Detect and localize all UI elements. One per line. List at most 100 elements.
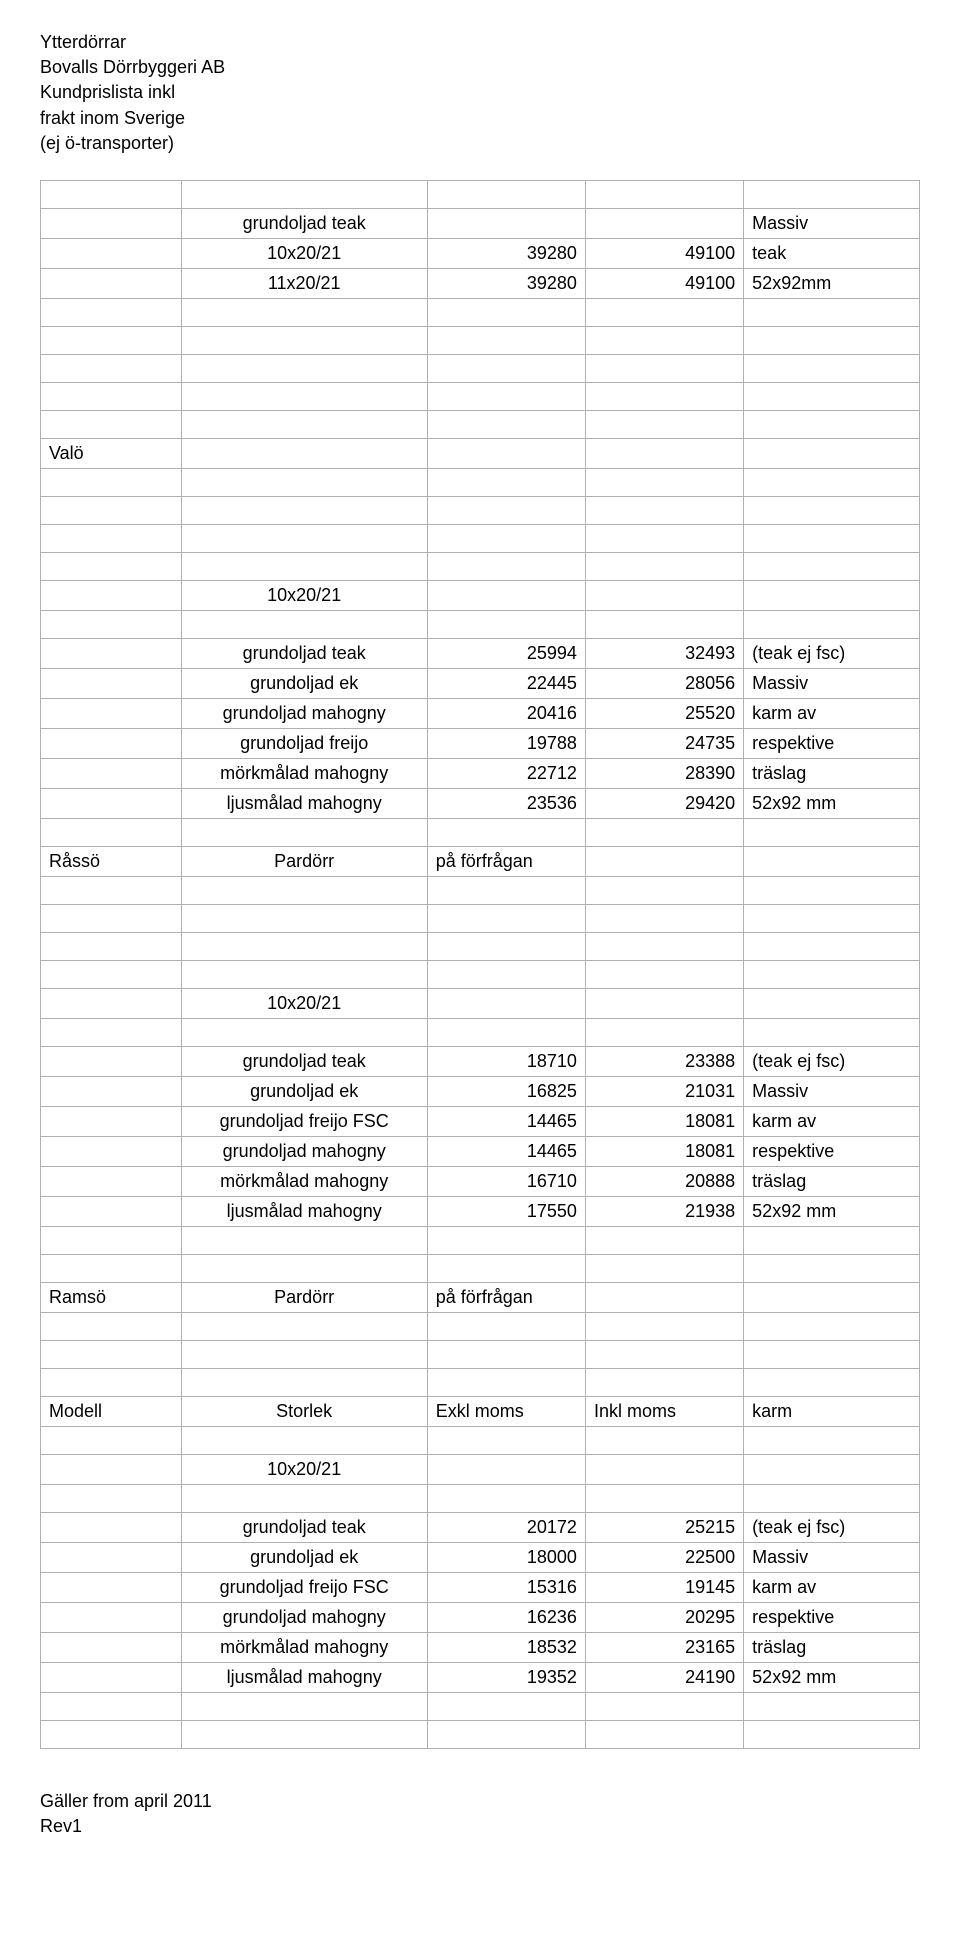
table-row: grundoljad mahogny1446518081respektive	[41, 1136, 920, 1166]
cell-c0	[41, 268, 182, 298]
cell-c2: 14465	[427, 1136, 585, 1166]
cell-c2: 23536	[427, 788, 585, 818]
cell-c0	[41, 1602, 182, 1632]
table-row: Valö	[41, 438, 920, 468]
cell-c0	[41, 354, 182, 382]
cell-c3	[585, 1282, 743, 1312]
cell-c0	[41, 932, 182, 960]
cell-c2	[427, 580, 585, 610]
table-row: grundoljad teak1871023388(teak ej fsc)	[41, 1046, 920, 1076]
cell-c3: 25215	[585, 1512, 743, 1542]
table-row: grundoljad freijo1978824735respektive	[41, 728, 920, 758]
cell-c2	[427, 438, 585, 468]
cell-c4	[744, 876, 920, 904]
cell-c2: 15316	[427, 1572, 585, 1602]
cell-c1: 10x20/21	[181, 238, 427, 268]
cell-c2: 39280	[427, 238, 585, 268]
table-row	[41, 524, 920, 552]
cell-c0	[41, 1340, 182, 1368]
cell-c2	[427, 904, 585, 932]
header-line-3: Kundprislista inkl	[40, 80, 920, 105]
cell-c1	[181, 438, 427, 468]
cell-c4	[744, 552, 920, 580]
cell-c1	[181, 1226, 427, 1254]
cell-c1	[181, 354, 427, 382]
cell-c3	[585, 180, 743, 208]
cell-c0	[41, 1166, 182, 1196]
table-row: ModellStorlekExkl momsInkl momskarm	[41, 1396, 920, 1426]
cell-c3: 18081	[585, 1106, 743, 1136]
cell-c2	[427, 496, 585, 524]
cell-c4: (teak ej fsc)	[744, 1046, 920, 1076]
cell-c4: Massiv	[744, 208, 920, 238]
table-row: 11x20/21392804910052x92mm	[41, 268, 920, 298]
cell-c0: Råssö	[41, 846, 182, 876]
cell-c1	[181, 1312, 427, 1340]
cell-c4	[744, 1484, 920, 1512]
cell-c3	[585, 496, 743, 524]
cell-c1	[181, 1484, 427, 1512]
cell-c1: grundoljad ek	[181, 1076, 427, 1106]
cell-c3	[585, 1254, 743, 1282]
cell-c1: ljusmålad mahogny	[181, 1196, 427, 1226]
cell-c2	[427, 326, 585, 354]
cell-c0	[41, 610, 182, 638]
cell-c0	[41, 180, 182, 208]
cell-c1: grundoljad freijo FSC	[181, 1572, 427, 1602]
table-row: grundoljad teak Massiv	[41, 208, 920, 238]
cell-c3	[585, 1720, 743, 1748]
cell-c3	[585, 1454, 743, 1484]
cell-c2	[427, 208, 585, 238]
cell-c2	[427, 1018, 585, 1046]
table-row	[41, 1368, 920, 1396]
table-row	[41, 876, 920, 904]
cell-c3	[585, 610, 743, 638]
cell-c3	[585, 904, 743, 932]
cell-c0	[41, 208, 182, 238]
cell-c0	[41, 728, 182, 758]
price-table: grundoljad teakMassiv10x20/213928049100t…	[40, 180, 920, 1749]
cell-c4: respektive	[744, 1136, 920, 1166]
cell-c3	[585, 1484, 743, 1512]
table-row	[41, 1484, 920, 1512]
cell-c1: 10x20/21	[181, 1454, 427, 1484]
cell-c4	[744, 1254, 920, 1282]
cell-c4: karm av	[744, 698, 920, 728]
cell-c4: teak	[744, 238, 920, 268]
cell-c0	[41, 496, 182, 524]
document-footer: Gäller from april 2011 Rev1	[40, 1789, 920, 1839]
cell-c3	[585, 1340, 743, 1368]
cell-c0	[41, 818, 182, 846]
cell-c4	[744, 382, 920, 410]
cell-c3	[585, 326, 743, 354]
cell-c4	[744, 468, 920, 496]
cell-c2	[427, 610, 585, 638]
cell-c0	[41, 552, 182, 580]
table-row	[41, 904, 920, 932]
cell-c0	[41, 988, 182, 1018]
cell-c2: 25994	[427, 638, 585, 668]
cell-c1: grundoljad ek	[181, 668, 427, 698]
cell-c3: 49100	[585, 268, 743, 298]
table-row: grundoljad teak2017225215(teak ej fsc)	[41, 1512, 920, 1542]
cell-c0	[41, 326, 182, 354]
cell-c0: Ramsö	[41, 1282, 182, 1312]
cell-c2: 17550	[427, 1196, 585, 1226]
table-row: ljusmålad mahogny193522419052x92 mm	[41, 1662, 920, 1692]
cell-c2	[427, 1484, 585, 1512]
cell-c4	[744, 180, 920, 208]
table-row: ljusmålad mahogny175502193852x92 mm	[41, 1196, 920, 1226]
cell-c2	[427, 1720, 585, 1748]
cell-c1: mörkmålad mahogny	[181, 758, 427, 788]
cell-c0	[41, 638, 182, 668]
cell-c1: grundoljad teak	[181, 208, 427, 238]
cell-c1	[181, 818, 427, 846]
cell-c1: ljusmålad mahogny	[181, 1662, 427, 1692]
cell-c2	[427, 1340, 585, 1368]
cell-c1	[181, 298, 427, 326]
cell-c3: 20888	[585, 1166, 743, 1196]
cell-c3: 22500	[585, 1542, 743, 1572]
cell-c1	[181, 496, 427, 524]
table-row	[41, 1312, 920, 1340]
cell-c2	[427, 988, 585, 1018]
